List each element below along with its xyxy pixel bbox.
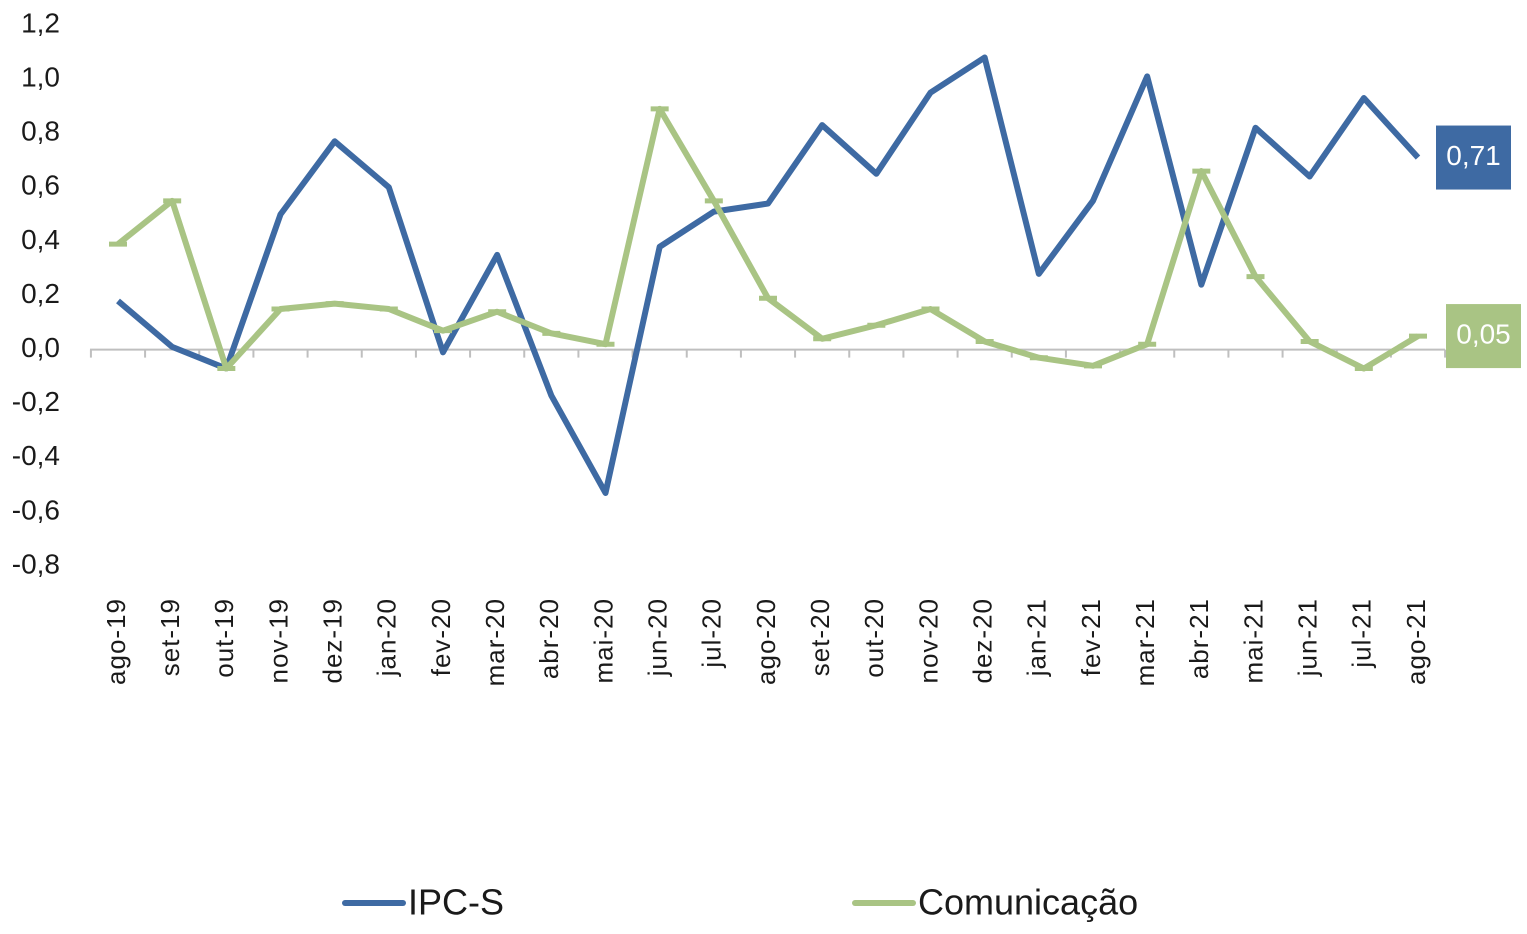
x-tick-label: fev-20 — [426, 598, 456, 676]
y-tick-label: -0,8 — [12, 548, 60, 579]
x-tick-label: jun-21 — [1293, 598, 1323, 677]
y-tick-label: -0,6 — [12, 494, 60, 525]
y-tick-label: -0,2 — [12, 386, 60, 417]
x-tick-label: abr-20 — [534, 598, 564, 679]
x-tick-label: nov-19 — [263, 598, 293, 684]
x-tick-label: mai-21 — [1238, 598, 1268, 683]
series-line — [116, 54, 1421, 496]
x-tick-label: out-19 — [209, 598, 239, 678]
x-tick-label: nov-20 — [913, 598, 943, 684]
value-label-box — [1446, 304, 1521, 369]
x-tick-label: mar-21 — [1130, 598, 1160, 686]
legend-label: Comunicação — [918, 882, 1138, 923]
x-tick-label: fev-21 — [1076, 598, 1106, 676]
x-tick-label: dez-19 — [318, 598, 348, 684]
y-tick-label: 0,8 — [21, 116, 60, 147]
x-tick-label: set-20 — [805, 598, 835, 676]
y-tick-label: 1,2 — [21, 7, 60, 38]
y-tick-label: 0,2 — [21, 278, 60, 309]
x-tick-label: dez-20 — [968, 598, 998, 684]
y-tick-label: 1,0 — [21, 61, 60, 92]
x-tick-label: out-20 — [859, 598, 889, 678]
value-label-box — [1436, 125, 1511, 190]
x-tick-label: jan-20 — [372, 598, 402, 677]
x-tick-label: ago-19 — [101, 598, 131, 685]
y-tick-label: -0,4 — [12, 440, 60, 471]
x-tick-label: abr-21 — [1184, 598, 1214, 679]
x-tick-label: mai-20 — [588, 598, 618, 683]
x-tick-label: jul-21 — [1347, 598, 1377, 669]
value-label: 0,71 — [1446, 140, 1501, 171]
y-tick-label: 0,6 — [21, 170, 60, 201]
y-tick-label: 0,4 — [21, 224, 60, 255]
x-tick-label: mar-20 — [480, 598, 510, 686]
y-tick-label: 0,0 — [21, 332, 60, 363]
value-label: 0,05 — [1456, 318, 1511, 349]
series-line — [116, 105, 1420, 372]
x-tick-label: set-19 — [155, 598, 185, 676]
x-tick-label: ago-21 — [1401, 598, 1431, 685]
legend-label: IPC-S — [408, 882, 504, 923]
x-tick-label: jul-20 — [697, 598, 727, 669]
x-tick-label: ago-20 — [751, 598, 781, 685]
x-tick-label: jun-20 — [643, 598, 673, 677]
x-tick-label: jan-21 — [1022, 598, 1052, 677]
